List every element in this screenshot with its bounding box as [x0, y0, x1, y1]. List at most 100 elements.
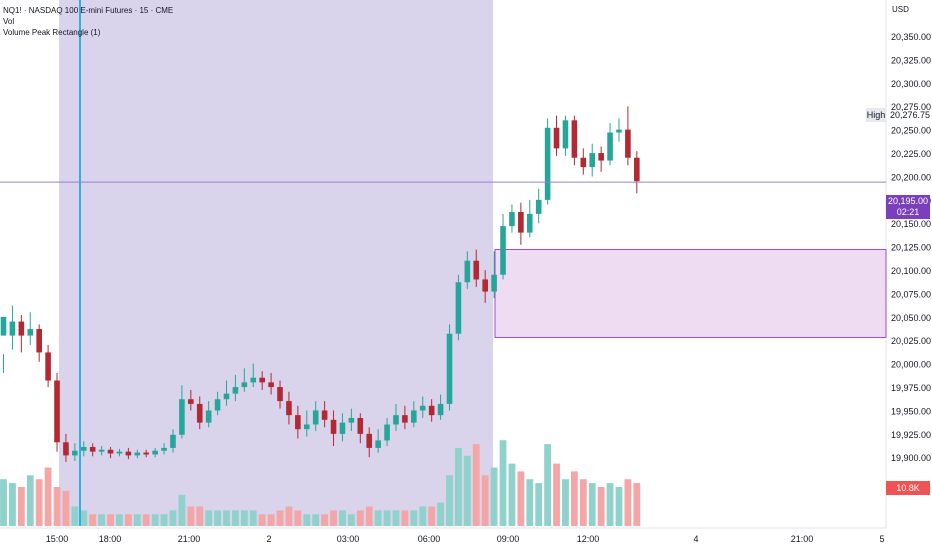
time-tick-label: 15:00: [46, 534, 69, 544]
volume-peak-zone[interactable]: [494, 248, 887, 338]
last-price-badge: 20,195.00 02:21: [886, 195, 930, 219]
time-tick-label: 09:00: [497, 534, 520, 544]
candle-body: [223, 393, 230, 400]
volume-bar: [258, 514, 266, 526]
volume-peak-rectangle[interactable]: [494, 248, 887, 338]
price-tick-label: 19,900.00: [891, 453, 931, 463]
candle-body: [277, 387, 283, 402]
volume-bar: [570, 471, 578, 526]
volume-bar: [223, 510, 230, 526]
time-tick-label: 21:00: [178, 534, 201, 544]
volume-bar: [71, 506, 79, 526]
candle-body: [544, 127, 551, 200]
volume-bar: [579, 479, 587, 526]
volume-bar: [0, 479, 7, 526]
candle-body: [473, 260, 480, 280]
volume-bar: [606, 483, 614, 526]
candle-body: [0, 316, 7, 336]
volume-bar: [196, 506, 204, 526]
volume-bar: [535, 483, 543, 526]
volume-bar: [303, 514, 311, 526]
volume-bar: [285, 506, 293, 526]
volume-bar: [383, 510, 391, 526]
candle-body: [45, 352, 51, 381]
volume-bars: [0, 440, 641, 526]
volume-bar: [401, 510, 409, 526]
volume-bar: [633, 483, 641, 526]
volume-bar: [9, 483, 16, 526]
volume-indicator-label[interactable]: Vol: [3, 17, 15, 26]
time-tick-label: 03:00: [337, 534, 360, 544]
volume-peak-indicator-label[interactable]: Volume Peak Rectangle (1): [3, 28, 101, 37]
price-tick-label: 20,225.00: [891, 149, 931, 159]
price-tick-label: 20,025.00: [891, 336, 931, 346]
volume-bar: [267, 514, 275, 526]
volume-bar: [446, 475, 453, 526]
currency-label[interactable]: USD: [892, 5, 909, 14]
volume-bar: [62, 490, 70, 526]
candle-body: [616, 129, 622, 133]
price-tick-label: 20,000.00: [891, 360, 931, 370]
candle-body: [241, 382, 248, 388]
volume-bar: [321, 514, 329, 526]
candle-body: [491, 274, 497, 292]
candle-body: [80, 446, 87, 451]
volume-bar: [463, 455, 471, 526]
bar-countdown: 02:21: [896, 207, 920, 217]
volume-bar: [339, 510, 346, 526]
price-tick-label: 19,925.00: [891, 430, 931, 440]
candle-body: [152, 450, 158, 455]
volume-bar: [615, 487, 623, 526]
session-shade: [59, 0, 493, 526]
volume-bar: [107, 514, 114, 526]
candle-body: [9, 321, 16, 336]
volume-bar: [160, 514, 168, 526]
candle-body: [348, 417, 355, 423]
volume-bar: [205, 510, 213, 526]
volume-bar: [53, 487, 61, 526]
price-tick-label: 20,200.00: [891, 172, 931, 182]
time-axis-ticks: 15:00 18:00 21:00 2 03:00 06:00 09:00 12:00 4 21:…: [46, 534, 885, 544]
price-tick-label: 19,975.00: [891, 383, 931, 393]
volume-bar: [374, 510, 382, 526]
candle-body: [553, 127, 560, 149]
price-tick-label: 20,125.00: [891, 243, 931, 253]
volume-bar: [294, 510, 302, 526]
candle-body: [205, 410, 212, 423]
volume-bar: [544, 444, 552, 526]
volume-bar: [187, 506, 195, 526]
volume-bar: [169, 510, 177, 526]
volume-bar: [26, 475, 34, 526]
candle-body: [598, 153, 604, 161]
candle-body: [366, 433, 373, 448]
candle-body: [179, 399, 185, 435]
price-tick-label: 20,275.00: [891, 102, 931, 112]
candle-body: [402, 415, 408, 423]
volume-bar: [419, 506, 427, 526]
candle-body: [125, 451, 132, 456]
volume-bar: [526, 479, 534, 526]
candle-body: [526, 213, 533, 233]
candle-body: [428, 405, 435, 416]
candle-body: [580, 157, 587, 168]
symbol-title[interactable]: NQ1! · NASDAQ 100 E-mini Futures · 15 · …: [3, 6, 174, 15]
candle-body: [27, 329, 34, 336]
candle-body: [330, 419, 337, 434]
candle-body: [375, 440, 381, 448]
candle-body: [295, 415, 301, 430]
volume-bar: [312, 514, 320, 526]
candle-body: [98, 449, 105, 452]
volume-bar: [588, 483, 596, 526]
time-tick-label: 4: [693, 534, 698, 544]
candle-body: [607, 132, 613, 161]
candle-body: [500, 226, 506, 275]
candle-body: [518, 212, 524, 233]
volume-bar: [178, 494, 186, 526]
candle-body: [286, 401, 292, 416]
candle-body: [571, 120, 578, 158]
volume-bar: [89, 514, 97, 526]
volume-bar: [124, 514, 132, 526]
candle-body: [455, 282, 462, 334]
volume-bar: [365, 506, 373, 526]
